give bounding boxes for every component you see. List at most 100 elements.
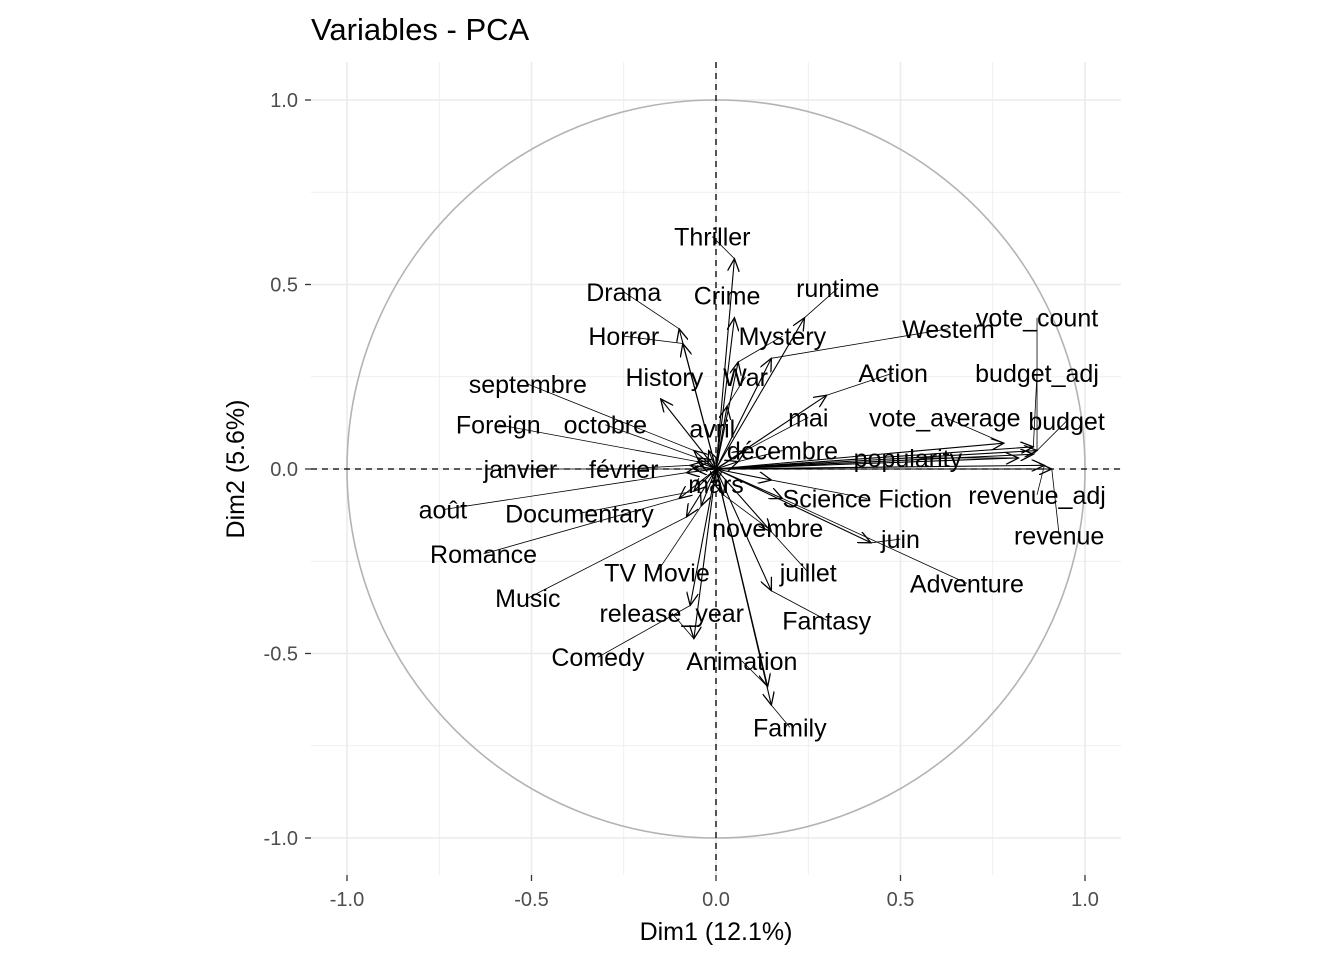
- variable-label: Science Fiction: [783, 486, 953, 514]
- variable-arrow: [715, 447, 1033, 470]
- variable-label: budget_adj: [975, 360, 1099, 388]
- label-connector: [623, 335, 683, 344]
- y-tick-label: 0.0: [270, 459, 298, 481]
- label-connector: [579, 490, 694, 514]
- variable-label: runtime: [796, 275, 879, 303]
- label-connector: [741, 660, 768, 687]
- variable-arrow: [715, 259, 734, 470]
- variable-label: Adventure: [910, 570, 1024, 598]
- variable-label: janvier: [483, 456, 558, 484]
- label-connector: [597, 605, 691, 658]
- label-connector: [605, 424, 698, 459]
- variable-label: revenue: [1014, 522, 1104, 550]
- label-connector: [771, 704, 791, 728]
- variable-arrow: [715, 462, 738, 469]
- variable-label: juin: [880, 526, 920, 554]
- variable-arrow: [715, 468, 871, 543]
- label-connector: [726, 376, 746, 407]
- label-connector: [870, 538, 901, 544]
- variable-arrow: [715, 358, 771, 470]
- variable-label: mai: [788, 404, 828, 432]
- variable-label: juillet: [779, 559, 837, 587]
- variable-label: Romance: [430, 541, 537, 569]
- label-connector: [804, 287, 839, 319]
- y-tick-label: -1.0: [264, 828, 298, 850]
- variable-label: avril: [689, 415, 735, 443]
- variable-arrow: [683, 344, 717, 470]
- label-connector: [483, 498, 680, 555]
- variable-label: Music: [495, 585, 560, 613]
- variable-arrow: [686, 469, 717, 473]
- variable-arrow: [715, 468, 771, 591]
- x-tick-label: 1.0: [1071, 889, 1099, 911]
- variable-label: vote_count: [976, 305, 1098, 333]
- y-tick-label: 0.5: [270, 275, 298, 297]
- variable-label: novembre: [712, 515, 823, 543]
- label-connector: [745, 416, 809, 451]
- plot-panel: Thriller Drama Crime runtime Horror Mystery We…: [311, 62, 1121, 875]
- variable-label: Fantasy: [782, 607, 871, 635]
- label-connector: [737, 335, 783, 363]
- variable-label: Crime: [694, 283, 761, 311]
- variable-label: Drama: [586, 279, 661, 307]
- label-connector: [1033, 420, 1067, 455]
- variable-label: Action: [858, 360, 927, 388]
- variable-label: août: [419, 497, 468, 525]
- variable-label: Mystery: [739, 323, 827, 351]
- variable-label: vote_average: [869, 404, 1021, 432]
- variable-arrow: [715, 468, 782, 499]
- label-connector: [771, 531, 809, 573]
- variable-arrow: [715, 458, 1019, 470]
- variable-arrow: [715, 465, 1044, 469]
- label-connector: [442, 472, 687, 510]
- label-connector: [944, 416, 1004, 444]
- variable-labels: Thriller Drama Crime runtime Horror Mystery We…: [419, 224, 1106, 743]
- variable-arrow: [694, 468, 717, 491]
- chart-title: Variables - PCA: [311, 12, 530, 47]
- variable-label: décembre: [727, 438, 838, 466]
- variable-arrows: [442, 236, 1067, 728]
- label-connector: [527, 383, 695, 451]
- variable-label: Western: [902, 316, 995, 344]
- variable-arrow: [715, 468, 771, 705]
- label-connector: [738, 450, 783, 463]
- variable-label: février: [589, 456, 658, 484]
- variable-arrow: [686, 468, 717, 517]
- label-connector: [671, 612, 695, 640]
- variable-label: revenue_adj: [968, 482, 1106, 510]
- label-connector: [1032, 373, 1038, 447]
- x-tick-label: 0.0: [702, 889, 730, 911]
- variable-arrow: [694, 468, 717, 639]
- variable-label: octobre: [564, 412, 647, 440]
- variable-arrow: [701, 468, 717, 506]
- variable-arrow: [715, 318, 734, 470]
- variable-arrow: [715, 451, 1037, 470]
- variable-label: septembre: [469, 371, 587, 399]
- variable-label: War: [723, 364, 768, 392]
- label-connector: [527, 516, 687, 599]
- label-connector: [771, 590, 827, 621]
- x-tick-label: -1.0: [330, 889, 364, 911]
- variable-label: Thriller: [674, 224, 750, 252]
- y-axis: -1.0 -0.5 0.0 0.5 1.0: [264, 90, 311, 850]
- variable-label: Family: [753, 714, 827, 742]
- label-connector: [782, 498, 968, 584]
- x-axis-title: Dim1 (12.1%): [640, 918, 793, 946]
- variable-label: Foreign: [456, 412, 541, 440]
- variable-arrow: [709, 451, 716, 470]
- x-tick-label: 0.5: [887, 889, 915, 911]
- variable-arrow: [679, 468, 717, 499]
- variable-label: popularity: [854, 445, 963, 473]
- x-tick-label: -0.5: [514, 889, 548, 911]
- label-connector: [771, 328, 949, 359]
- variable-label: Horror: [588, 323, 659, 351]
- x-axis: -1.0 -0.5 0.0 0.5 1.0: [330, 875, 1099, 911]
- variable-label: Documentary: [505, 500, 654, 528]
- variable-label: Comedy: [551, 644, 645, 672]
- variable-label: mars: [688, 471, 744, 499]
- label-connector: [623, 291, 680, 330]
- y-tick-label: 1.0: [270, 90, 298, 112]
- variable-label: release_year: [599, 600, 744, 628]
- y-axis-title: Dim2 (5.6%): [222, 400, 250, 539]
